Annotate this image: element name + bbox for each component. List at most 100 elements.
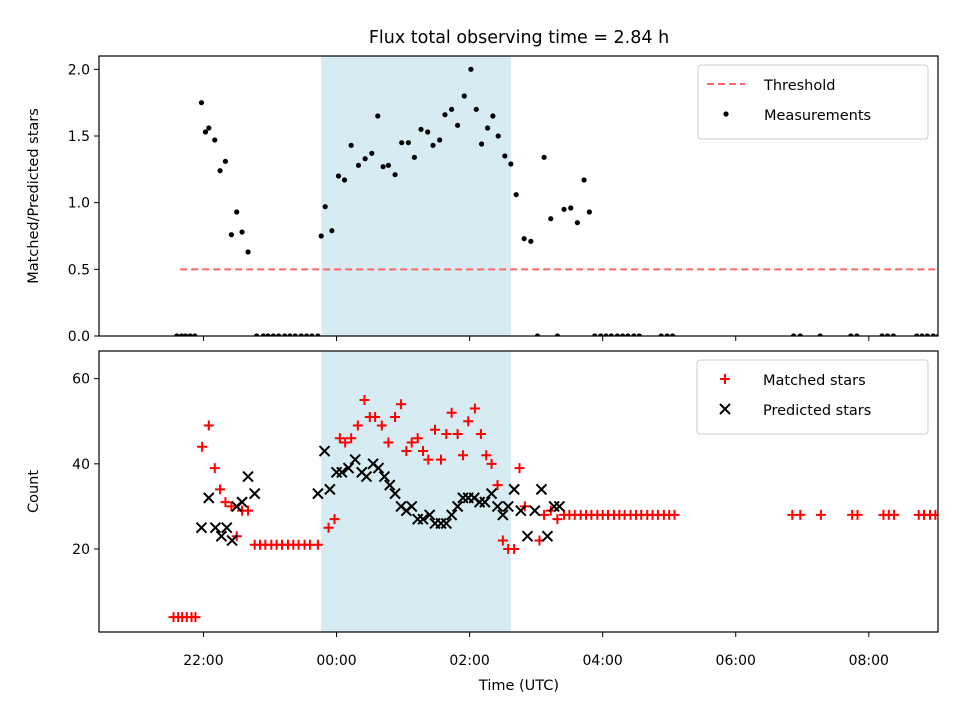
data-point [528, 238, 534, 244]
legend: Matched stars Predicted stars [696, 359, 929, 435]
data-point [370, 411, 381, 422]
data-point [389, 487, 401, 500]
data-point [318, 233, 324, 239]
data-point [245, 249, 251, 255]
data-point [947, 333, 952, 338]
x-tick-label: 22:00 [183, 653, 223, 669]
legend-label: Matched stars [763, 373, 866, 389]
data-point [376, 420, 387, 431]
data-point [914, 333, 920, 336]
data-point [658, 333, 664, 336]
x-tick-label: 08:00 [849, 653, 889, 669]
series-predicted-stars [195, 445, 566, 547]
data-point [423, 454, 434, 465]
data-point [292, 333, 298, 336]
data-point [552, 514, 563, 525]
data-point [461, 93, 467, 99]
data-point [636, 333, 642, 336]
data-point [312, 539, 323, 550]
data-point [217, 168, 223, 174]
data-point [276, 333, 282, 336]
data-point [953, 333, 958, 338]
data-point [355, 162, 362, 168]
y-axis-label: Matched/Predicted stars [26, 108, 42, 284]
data-point [941, 333, 946, 338]
data-point [215, 484, 226, 495]
y-tick-label: 0.0 [68, 329, 90, 345]
axes-frame [98, 55, 939, 337]
data-point [417, 513, 429, 525]
data-point [479, 496, 491, 508]
data-point [890, 333, 897, 336]
data-point [446, 407, 457, 418]
legend-label: Threshold [763, 78, 835, 94]
data-point [469, 403, 480, 414]
observing-span [321, 56, 511, 336]
data-point [248, 487, 261, 500]
data-point [341, 177, 348, 183]
data-point [502, 153, 508, 159]
data-point [362, 156, 368, 162]
data-point [254, 333, 260, 336]
data-point [502, 500, 514, 513]
data-point [221, 521, 233, 534]
data-point [360, 470, 373, 483]
data-point [298, 333, 304, 336]
data-point [581, 177, 587, 183]
data-point [352, 420, 363, 431]
data-point [323, 522, 334, 533]
data-point [492, 480, 503, 491]
data-point [473, 106, 479, 112]
data-point [561, 206, 567, 212]
y-tick-label: 60 [72, 372, 90, 388]
data-point [521, 530, 534, 542]
data-point [322, 204, 328, 210]
data-point [631, 333, 637, 336]
x-tick-label: 00:00 [316, 653, 356, 669]
y-tick-label: 0.5 [68, 262, 90, 278]
data-point [340, 437, 351, 448]
data-point [318, 445, 331, 457]
chart-title: Flux total observing time = 2.84 h [369, 28, 669, 48]
data-point [598, 333, 604, 336]
data-point [234, 209, 240, 215]
data-point [215, 530, 228, 542]
data-point [423, 509, 436, 521]
data-point [228, 232, 235, 238]
plot-area [174, 56, 958, 338]
data-point [463, 416, 474, 427]
legend: Threshold Measurements [697, 64, 929, 140]
legend-swatch [720, 374, 730, 384]
data-point [418, 446, 429, 457]
data-point [620, 333, 626, 336]
data-point [495, 133, 501, 139]
legend-label: Predicted stars [763, 403, 871, 419]
legend-swatch [719, 403, 731, 415]
data-point [884, 333, 891, 336]
data-point [174, 333, 180, 336]
data-point [396, 399, 407, 410]
data-point [441, 429, 452, 440]
series-matched-stars [168, 394, 938, 623]
data-point [178, 333, 185, 336]
legend-box [697, 64, 929, 140]
y-tick-label: 40 [72, 457, 90, 473]
data-point [348, 142, 354, 148]
data-point [329, 514, 340, 525]
data-point [508, 483, 520, 496]
data-point [369, 150, 375, 156]
data-point [430, 142, 436, 148]
data-point [592, 333, 598, 336]
data-point [260, 333, 266, 336]
data-point [202, 129, 209, 135]
data-point [478, 141, 485, 147]
data-point [490, 113, 496, 119]
data-point [529, 504, 541, 517]
data-point [197, 441, 208, 452]
data-point [452, 429, 463, 440]
data-point [265, 333, 271, 336]
data-point [919, 333, 925, 336]
data-point [401, 446, 412, 457]
data-point [336, 466, 348, 479]
